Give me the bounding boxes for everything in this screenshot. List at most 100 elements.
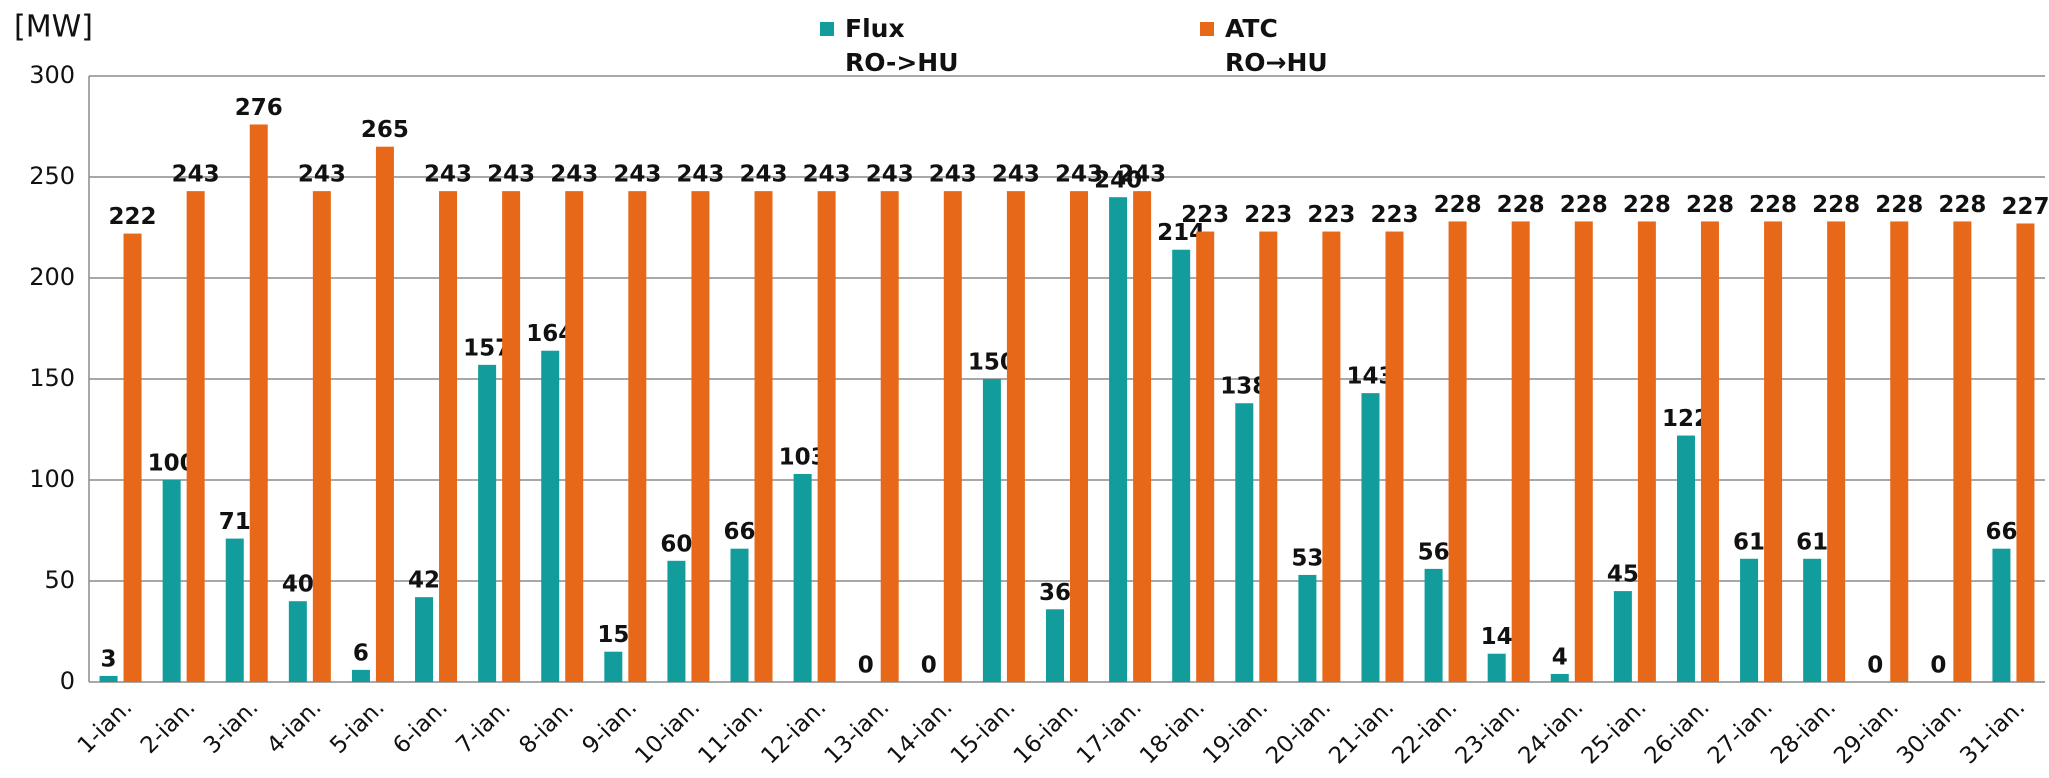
data-label: 243 bbox=[929, 162, 977, 188]
x-tick-label: 21-ian. bbox=[1324, 694, 1399, 769]
bar bbox=[1259, 231, 1278, 683]
bar bbox=[375, 146, 394, 682]
data-label: 227 bbox=[2001, 194, 2049, 220]
data-label: 223 bbox=[1370, 202, 1418, 228]
bar bbox=[162, 480, 181, 682]
x-tick-label: 17-ian. bbox=[1072, 694, 1147, 769]
data-label: 0 bbox=[858, 653, 874, 679]
bar bbox=[1803, 558, 1822, 682]
bar bbox=[415, 597, 434, 682]
bar bbox=[1511, 221, 1530, 682]
bar bbox=[1953, 221, 1972, 682]
bar bbox=[1133, 191, 1152, 682]
bar bbox=[1487, 653, 1506, 682]
bar bbox=[754, 191, 773, 682]
bar bbox=[1196, 231, 1215, 683]
data-label: 243 bbox=[676, 162, 724, 188]
bar bbox=[351, 669, 370, 682]
data-label: 276 bbox=[235, 95, 283, 121]
bar bbox=[817, 191, 836, 682]
bar bbox=[1070, 191, 1088, 682]
data-label: 240 bbox=[1094, 168, 1142, 194]
data-label: 45 bbox=[1607, 562, 1639, 588]
data-label: 243 bbox=[740, 162, 788, 188]
x-tick-label: 27-ian. bbox=[1703, 694, 1778, 769]
data-label: 228 bbox=[1560, 192, 1608, 218]
data-label: 228 bbox=[1812, 192, 1860, 218]
x-tick-label: 7-ian. bbox=[451, 694, 516, 759]
x-tick-label: 10-ian. bbox=[630, 694, 705, 769]
bar bbox=[99, 675, 118, 682]
data-label: 61 bbox=[1733, 529, 1765, 555]
bar bbox=[1827, 221, 1846, 682]
x-tick-label: 20-ian. bbox=[1261, 694, 1336, 769]
data-label: 60 bbox=[660, 531, 692, 557]
data-label: 243 bbox=[803, 162, 851, 188]
data-label: 228 bbox=[1497, 192, 1545, 218]
data-label: 243 bbox=[1055, 162, 1103, 188]
bar bbox=[1006, 191, 1025, 682]
bar bbox=[1298, 574, 1317, 682]
legend-label: Flux RO->HU bbox=[845, 14, 959, 77]
y-tick-label: 250 bbox=[29, 162, 75, 190]
y-tick-label: 100 bbox=[29, 465, 75, 493]
x-tick-label: 3-ian. bbox=[199, 694, 264, 759]
data-label: 228 bbox=[1434, 192, 1482, 218]
data-label: 228 bbox=[1875, 192, 1923, 218]
data-label: 66 bbox=[1985, 519, 2017, 545]
data-label: 243 bbox=[613, 162, 661, 188]
bar bbox=[604, 651, 623, 682]
x-tick-label: 30-ian. bbox=[1892, 694, 1967, 769]
bar bbox=[667, 560, 686, 682]
bar bbox=[565, 191, 584, 682]
x-tick-label: 6-ian. bbox=[388, 694, 453, 759]
x-tick-label: 4-ian. bbox=[262, 694, 327, 759]
bar bbox=[1322, 231, 1341, 683]
bar bbox=[628, 191, 647, 682]
data-label: 42 bbox=[408, 568, 440, 594]
bar bbox=[1764, 221, 1783, 682]
x-tick-label: 2-ian. bbox=[136, 694, 201, 759]
data-label: 243 bbox=[992, 162, 1040, 188]
bar bbox=[123, 233, 142, 682]
data-label: 228 bbox=[1938, 192, 1986, 218]
legend-swatch bbox=[1200, 22, 1214, 36]
bar bbox=[439, 191, 458, 682]
bar bbox=[541, 350, 560, 682]
bar bbox=[186, 191, 205, 682]
x-tick-label: 12-ian. bbox=[757, 694, 832, 769]
data-label: 71 bbox=[219, 509, 251, 535]
data-label: 222 bbox=[109, 204, 157, 230]
data-label: 243 bbox=[1118, 162, 1166, 188]
data-label: 243 bbox=[550, 162, 598, 188]
data-label: 0 bbox=[1930, 653, 1946, 679]
data-label: 223 bbox=[1307, 202, 1355, 228]
data-label: 243 bbox=[172, 162, 220, 188]
x-tick-label: 1-ian. bbox=[73, 694, 138, 759]
bar bbox=[1613, 591, 1632, 682]
y-tick-label: 200 bbox=[29, 263, 75, 291]
bar bbox=[1172, 249, 1191, 682]
bar bbox=[225, 538, 244, 682]
bar bbox=[730, 548, 749, 682]
bar bbox=[691, 191, 710, 682]
bar bbox=[1235, 403, 1254, 682]
x-tick-label: 14-ian. bbox=[883, 694, 958, 769]
data-label: 61 bbox=[1796, 529, 1828, 555]
legend-swatch bbox=[820, 22, 834, 36]
data-label: 223 bbox=[1181, 202, 1229, 228]
x-tick-label: 8-ian. bbox=[514, 694, 579, 759]
data-label: 3 bbox=[101, 646, 117, 672]
y-tick-label: 0 bbox=[60, 667, 75, 695]
data-label: 66 bbox=[724, 519, 756, 545]
x-tick-label: 24-ian. bbox=[1514, 694, 1589, 769]
x-tick-label: 28-ian. bbox=[1766, 694, 1841, 769]
data-label: 243 bbox=[298, 162, 346, 188]
bar bbox=[1109, 197, 1128, 682]
x-tick-label: 22-ian. bbox=[1387, 694, 1462, 769]
data-label: 243 bbox=[424, 162, 472, 188]
y-axis-label: [MW] bbox=[14, 10, 93, 45]
x-tick-label: 31-ian. bbox=[1955, 694, 2030, 769]
data-label: 243 bbox=[866, 162, 914, 188]
